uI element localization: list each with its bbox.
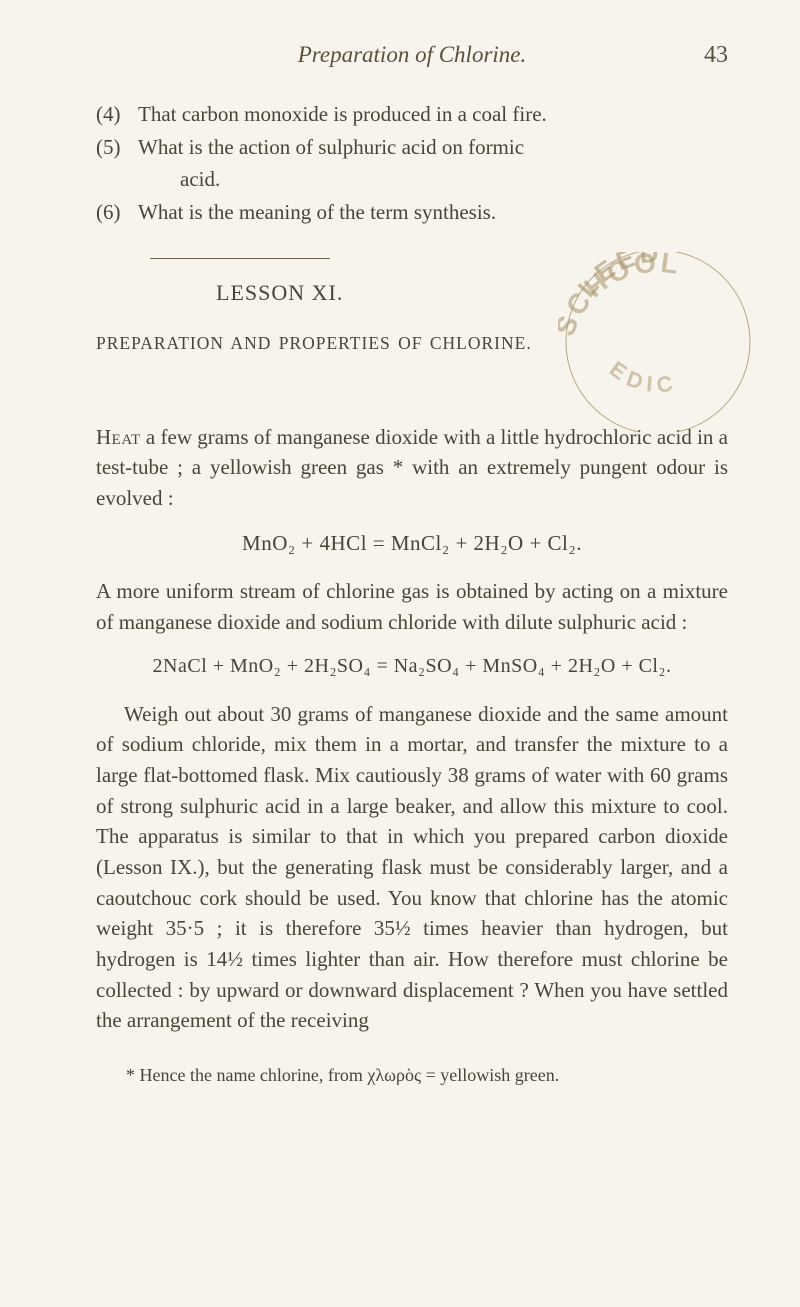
question-number: (4) (96, 99, 138, 130)
list-item: (5) What is the action of sulphuric acid… (96, 132, 728, 163)
question-text: What is the meaning of the term synthesi… (138, 197, 728, 228)
footnote: * Hence the name chlorine, from χλωρὸς =… (96, 1062, 728, 1088)
list-item: (4) That carbon monoxide is produced in … (96, 99, 728, 130)
lead-word: Heat (96, 425, 141, 449)
running-title: Preparation of Chlorine. (136, 38, 688, 72)
question-text: That carbon monoxide is produced in a co… (138, 99, 728, 130)
running-head: Preparation of Chlorine. 43 (96, 38, 728, 73)
question-text: acid. (180, 164, 728, 195)
footnote-text: * Hence the name chlorine, from χλωρὸς =… (126, 1065, 559, 1085)
question-number: (5) (96, 132, 138, 163)
lesson-heading: LESSON XI. (216, 277, 728, 309)
paragraph: A more uniform stream of chlorine gas is… (96, 576, 728, 637)
question-list: (4) That carbon monoxide is produced in … (96, 99, 728, 228)
equation: MnO₂ + 4HCl = MnCl₂ + 2H₂O + Cl₂. (96, 528, 728, 559)
list-item: (6) What is the meaning of the term synt… (96, 197, 728, 228)
question-text: What is the action of sulphuric acid on … (138, 132, 728, 163)
subsection-heading: PREPARATION AND PROPERTIES OF CHLORINE. (96, 331, 728, 357)
svg-text:EDIC: EDIC (605, 356, 680, 398)
paragraph: Heat a few grams of manganese dioxide wi… (96, 422, 728, 514)
paragraph-text: a few grams of manganese dioxide with a … (96, 425, 728, 510)
question-number (96, 164, 138, 195)
stamp-line4: EDIC (605, 356, 680, 398)
horizontal-rule (150, 258, 330, 259)
paragraph: Weigh out about 30 grams of manganese di… (96, 699, 728, 1036)
question-number: (6) (96, 197, 138, 228)
lesson-block: LEED SCHOOL EDIC LESSON XI. PREPARATION … (96, 258, 728, 408)
page-number: 43 (688, 38, 728, 73)
equation: 2NaCl + MnO₂ + 2H₂SO₄ = Na₂SO₄ + MnSO₄ +… (96, 652, 728, 681)
list-item: acid. (96, 164, 728, 195)
